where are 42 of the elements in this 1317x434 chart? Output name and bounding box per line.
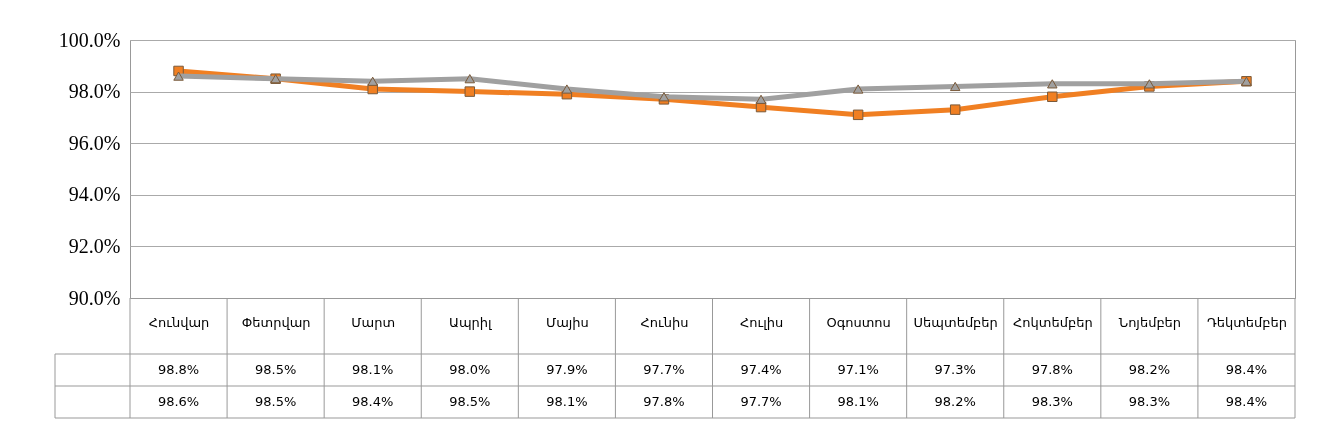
data-label: 98.5% <box>449 394 491 409</box>
data-label: 97.8% <box>643 394 685 409</box>
data-label: 98.4% <box>352 394 394 409</box>
data-label: 98.1% <box>352 362 394 377</box>
data-label: 98.1% <box>546 394 588 409</box>
x-tick-label: Ապրիլ <box>448 314 493 330</box>
x-tick-label: Հուլիս <box>739 314 784 330</box>
data-label: 98.0% <box>449 362 491 377</box>
x-tick-label: Մայիս <box>545 314 589 330</box>
data-label: 98.8% <box>157 362 200 377</box>
x-tick-label: Օգոստոս <box>826 314 891 330</box>
data-label: 97.7% <box>643 362 685 377</box>
x-tick-label: Հունիս <box>640 314 689 330</box>
data-label: 97.8% <box>1031 362 1073 377</box>
data-label: 98.4% <box>1225 394 1268 409</box>
x-tick-label: Դեկտեմբեր <box>1206 314 1288 330</box>
y-tick-label: 92.0% <box>68 234 121 257</box>
data-label: 98.3% <box>1128 394 1171 409</box>
data-label: 98.6% <box>157 394 200 409</box>
data-label: 97.7% <box>740 394 782 409</box>
data-label: 97.9% <box>546 362 588 377</box>
data-label: 98.5% <box>254 362 297 377</box>
y-tick-label: 98.0% <box>68 80 121 103</box>
x-tick-label: Հոկտեմբեր <box>1012 314 1093 330</box>
data-label: 97.4% <box>740 362 782 377</box>
data-label: 98.1% <box>837 394 879 409</box>
x-tick-label: Սեպտեմբեր <box>913 314 998 330</box>
y-tick-label: 90.0% <box>68 286 121 309</box>
y-tick-label: 100.0% <box>58 28 121 51</box>
x-tick-label: Փետրվար <box>241 314 311 330</box>
data-label: 98.4% <box>1225 362 1268 377</box>
data-label: 98.5% <box>254 394 297 409</box>
y-tick-label: 96.0% <box>68 131 121 154</box>
x-tick-label: Հունվար <box>148 314 210 330</box>
data-label: 98.2% <box>1128 362 1171 377</box>
data-label: 97.3% <box>934 362 976 377</box>
y-tick-label: 94.0% <box>68 183 121 206</box>
x-tick-label: Նոյեմբեր <box>1118 314 1182 330</box>
data-label: 98.2% <box>934 394 976 409</box>
data-label: 98.3% <box>1031 394 1073 409</box>
x-tick-label: Մարտ <box>351 314 396 330</box>
data-label: 97.1% <box>837 362 879 377</box>
